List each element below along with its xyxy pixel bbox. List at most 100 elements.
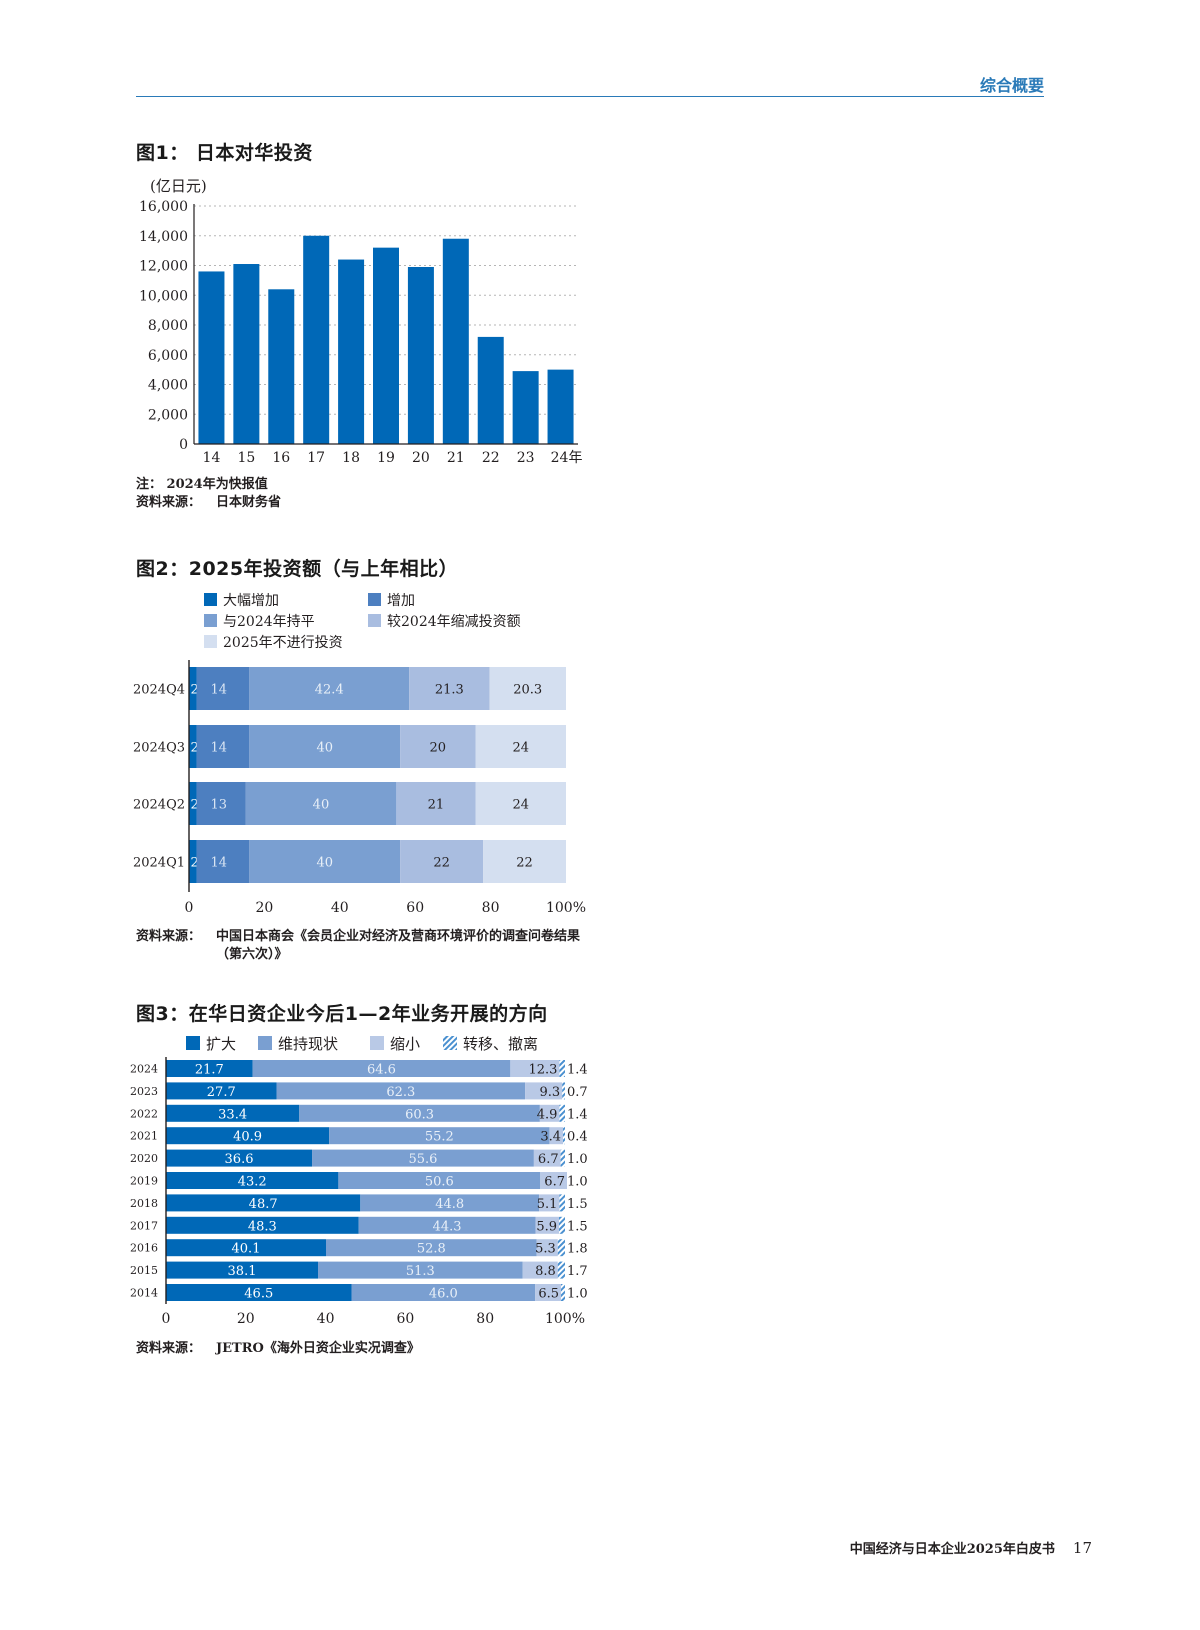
fig3-bar-segment [166, 1060, 253, 1077]
fig3-data-label: 52.8 [417, 1242, 446, 1257]
fig2-bar-segment [400, 840, 484, 883]
fig2-data-label: 21 [428, 798, 445, 813]
fig2-legend-label: 与2024年持平 [223, 614, 315, 630]
fig2-bar-segment [245, 782, 397, 825]
fig3-data-label: 5.1 [537, 1197, 558, 1212]
fig3-bar-segment [166, 1261, 319, 1279]
fig3-bar-segment [325, 1239, 537, 1257]
fig3-bar-segment [539, 1104, 560, 1122]
section-title: 综合概要 [979, 76, 1044, 95]
fig2-title: 图2：2025年投资额（与上年相比） [136, 558, 459, 580]
fig2-xtick-label: 0 [185, 900, 194, 916]
fig3-data-label: 62.3 [386, 1085, 415, 1100]
fig3-bar-segment [360, 1194, 540, 1212]
fig2-legend-label: 2025年不进行投资 [223, 635, 343, 651]
fig1-ytick-label: 4,000 [148, 378, 188, 394]
fig1-ytick-label: 14,000 [139, 229, 188, 245]
fig1-bar [547, 369, 574, 444]
fig3-bar-segment [318, 1261, 523, 1279]
fig2-legend-swatch [368, 614, 381, 627]
fig2-data-label: 14 [211, 741, 228, 756]
fig3-bar-segment [166, 1239, 326, 1257]
fig2-data-label: 21.3 [435, 683, 464, 698]
fig3-data-label: 1.0 [567, 1287, 588, 1302]
fig2-data-label: 40 [313, 798, 330, 813]
fig3-data-label: 5.3 [535, 1242, 556, 1257]
fig3-bar-segment [358, 1216, 536, 1234]
fig3-data-label: 48.3 [248, 1219, 277, 1234]
fig3-source-text: JETRO《海外日资企业实况调查》 [216, 1341, 420, 1356]
fig3-data-label: 8.8 [535, 1264, 556, 1279]
fig1-xtick-label: 21 [447, 450, 465, 466]
fig2-legend-swatch [204, 614, 217, 627]
fig3-legend-swatch [258, 1036, 272, 1050]
fig1-bar [407, 266, 434, 444]
fig2-source-label: 资料来源： [136, 929, 202, 944]
fig1-source-text: 日本财务省 [216, 495, 282, 510]
fig2-bar-segment [196, 725, 250, 768]
fig3-data-label: 40.9 [233, 1130, 262, 1145]
fig3-xtick-label: 20 [237, 1311, 255, 1327]
fig2-bar-segment [196, 782, 246, 825]
fig3-bar-segment [312, 1149, 534, 1167]
fig3-title: 图3：在华日资企业今后1—2年业务开展的方向 [136, 1003, 548, 1025]
fig3-bar-segment [166, 1284, 352, 1301]
fig2-bar-segment [475, 782, 566, 825]
fig3-legend-label: 缩小 [390, 1035, 420, 1053]
fig3-data-label: 55.2 [425, 1130, 454, 1145]
fig3-category-label: 2019 [130, 1175, 158, 1188]
fig3-data-label: 38.1 [228, 1264, 257, 1279]
fig3-category-label: 2017 [130, 1219, 158, 1232]
fig1-bar [512, 371, 539, 444]
fig1-bar [338, 259, 365, 444]
fig3-bar-segment [329, 1127, 550, 1145]
fig3-category-label: 2022 [130, 1107, 158, 1120]
footer: 中国经济与日本企业2025年白皮书 17 [850, 1538, 1092, 1557]
fig2-data-label: 2 [191, 798, 199, 813]
fig1-xtick-label: 19 [377, 450, 395, 466]
fig3-legend-label: 转移、撤离 [463, 1035, 538, 1053]
fig2-category-label: 2024Q2 [133, 798, 185, 813]
fig3-data-label: 1.0 [567, 1152, 588, 1167]
fig3-bar-segment [536, 1239, 558, 1257]
fig3-bar-segment [166, 1104, 300, 1122]
fig1-note: 注： 2024年为快报值 资料来源： 日本财务省 [136, 476, 281, 512]
fig1-bar [303, 235, 330, 444]
fig3-data-label: 36.6 [225, 1152, 254, 1167]
fig1-ytick-label: 12,000 [139, 259, 188, 275]
fig2-data-label: 2 [191, 683, 199, 698]
fig2-data-label: 14 [211, 683, 228, 698]
fig3-xtick-label: 40 [317, 1311, 335, 1327]
fig3-legend-swatch [443, 1036, 457, 1050]
fig2-bar-segment [249, 725, 401, 768]
fig3-data-label: 21.7 [195, 1063, 224, 1078]
fig2-xtick-label: 60 [406, 900, 424, 916]
fig2-legend-swatch [204, 635, 217, 648]
fig1-xtick-label: 20 [412, 450, 430, 466]
fig2-category-label: 2024Q1 [133, 856, 185, 871]
fig1-bar [477, 336, 504, 444]
page-number: 17 [1072, 1539, 1092, 1557]
fig2-data-label: 20.3 [513, 683, 542, 698]
fig3-data-label: 6.7 [538, 1152, 559, 1167]
fig2-xtick-label: 100% [546, 900, 586, 916]
footer-book-title: 中国经济与日本企业2025年白皮书 [849, 1542, 1055, 1557]
fig3-bar-segment [252, 1060, 511, 1077]
fig1-bar [442, 238, 469, 444]
fig3-bar-segment [166, 1127, 330, 1145]
fig3-bar-segment [166, 1216, 359, 1234]
fig1-xtick-label: 17 [307, 450, 325, 466]
fig1-xtick-label: 22 [482, 450, 500, 466]
fig3-category-label: 2020 [130, 1152, 158, 1165]
fig2-bar-segment [189, 782, 197, 825]
fig3-data-label: 6.7 [544, 1175, 565, 1190]
fig1-note-text: 注： 2024年为快报值 [136, 477, 268, 492]
fig3-bar-segment [338, 1172, 541, 1189]
fig2-bar-segment [489, 667, 566, 710]
fig3-xtick-label: 80 [476, 1311, 494, 1327]
fig3-data-label: 12.3 [528, 1063, 557, 1078]
fig3-bar-segment [535, 1216, 560, 1234]
fig2-legend-swatch [368, 593, 381, 606]
fig3-xtick-label: 100% [545, 1311, 585, 1327]
fig3-data-label: 3.4 [540, 1130, 561, 1145]
